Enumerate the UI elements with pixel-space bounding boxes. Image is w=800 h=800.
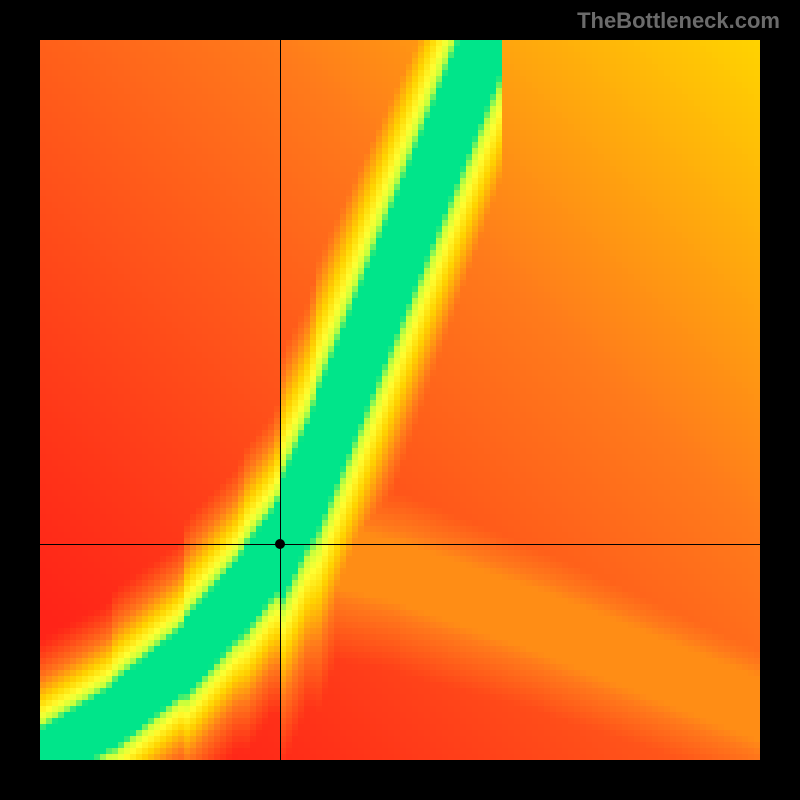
crosshair-horizontal: [40, 544, 760, 545]
watermark-text: TheBottleneck.com: [577, 8, 780, 34]
crosshair-vertical: [280, 40, 281, 760]
bottleneck-heatmap: [40, 40, 760, 760]
marker-dot: [275, 539, 285, 549]
chart-container: TheBottleneck.com: [0, 0, 800, 800]
plot-area: [40, 40, 760, 760]
